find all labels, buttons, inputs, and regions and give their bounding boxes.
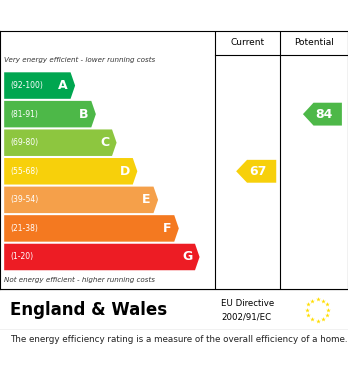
Polygon shape <box>4 72 75 99</box>
Text: Energy Efficiency Rating: Energy Efficiency Rating <box>73 8 275 23</box>
Text: The energy efficiency rating is a measure of the overall efficiency of a home. T: The energy efficiency rating is a measur… <box>10 335 348 344</box>
Text: 2002/91/EC: 2002/91/EC <box>221 313 271 322</box>
Text: England & Wales: England & Wales <box>10 301 168 319</box>
Text: EU Directive: EU Directive <box>221 299 274 308</box>
Text: Very energy efficient - lower running costs: Very energy efficient - lower running co… <box>4 57 156 63</box>
Polygon shape <box>303 103 342 126</box>
Text: E: E <box>142 193 151 206</box>
Polygon shape <box>4 129 117 156</box>
Text: B: B <box>79 108 88 121</box>
Polygon shape <box>4 101 96 127</box>
Text: (81-91): (81-91) <box>10 109 38 118</box>
Text: (39-54): (39-54) <box>10 196 39 204</box>
Text: (92-100): (92-100) <box>10 81 43 90</box>
Text: Current: Current <box>230 38 265 47</box>
Text: Not energy efficient - higher running costs: Not energy efficient - higher running co… <box>4 277 155 283</box>
Polygon shape <box>4 244 199 270</box>
Polygon shape <box>4 158 137 185</box>
Text: 67: 67 <box>249 165 266 178</box>
Text: F: F <box>163 222 172 235</box>
Polygon shape <box>4 215 179 242</box>
Text: (1-20): (1-20) <box>10 253 33 262</box>
Text: C: C <box>100 136 109 149</box>
Text: 84: 84 <box>315 108 332 121</box>
Text: (55-68): (55-68) <box>10 167 39 176</box>
Text: G: G <box>182 251 192 264</box>
Text: A: A <box>58 79 68 92</box>
Text: (69-80): (69-80) <box>10 138 39 147</box>
Text: Potential: Potential <box>294 38 334 47</box>
Polygon shape <box>4 187 158 213</box>
Text: D: D <box>120 165 130 178</box>
Text: (21-38): (21-38) <box>10 224 38 233</box>
Polygon shape <box>236 160 276 183</box>
